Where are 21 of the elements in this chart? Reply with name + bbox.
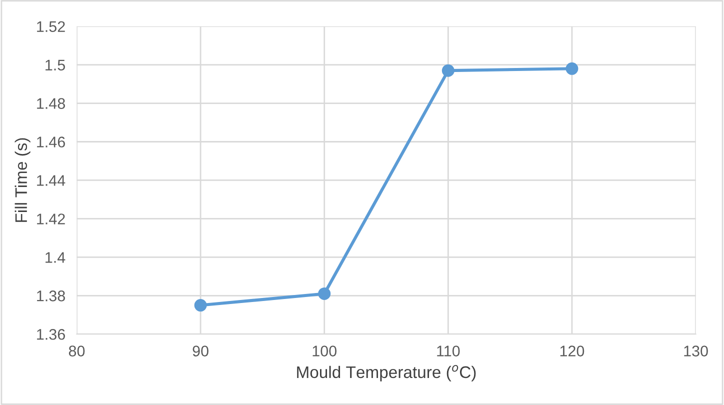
point <box>318 287 331 300</box>
y-tick-label: 1.52 <box>37 21 65 32</box>
x-tick-label: 90 <box>192 346 208 356</box>
x-tick-label: 100 <box>312 346 336 356</box>
x-tick-label: 110 <box>437 346 460 356</box>
y-axis-title: Fill Time (s) <box>14 138 30 222</box>
y-tick-label: 1.38 <box>37 290 65 302</box>
point <box>442 64 454 77</box>
y-tick-label: 1.48 <box>37 98 65 109</box>
x-tick-label: 80 <box>68 346 85 356</box>
y-tick-label: 1.4 <box>46 252 66 263</box>
point <box>566 62 578 75</box>
x-tick-label: 130 <box>684 346 708 356</box>
y-tick-label: 1.42 <box>37 214 65 224</box>
y-tick-label: 1.5 <box>46 60 65 70</box>
y-tick-label: 1.44 <box>37 175 66 186</box>
x-tick-label: 120 <box>560 346 584 356</box>
y-tick-label: 1.46 <box>37 136 65 148</box>
point <box>194 299 207 312</box>
x-axis-title: Mould Temperature ($^{o}$C) <box>297 365 476 382</box>
y-tick-label: 1.36 <box>37 328 65 340</box>
